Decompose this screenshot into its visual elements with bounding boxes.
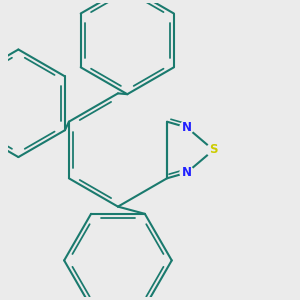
Circle shape	[180, 166, 194, 179]
Circle shape	[180, 121, 194, 134]
Text: N: N	[182, 166, 192, 179]
Text: N: N	[182, 121, 192, 134]
Text: S: S	[209, 143, 218, 157]
Circle shape	[207, 143, 220, 157]
